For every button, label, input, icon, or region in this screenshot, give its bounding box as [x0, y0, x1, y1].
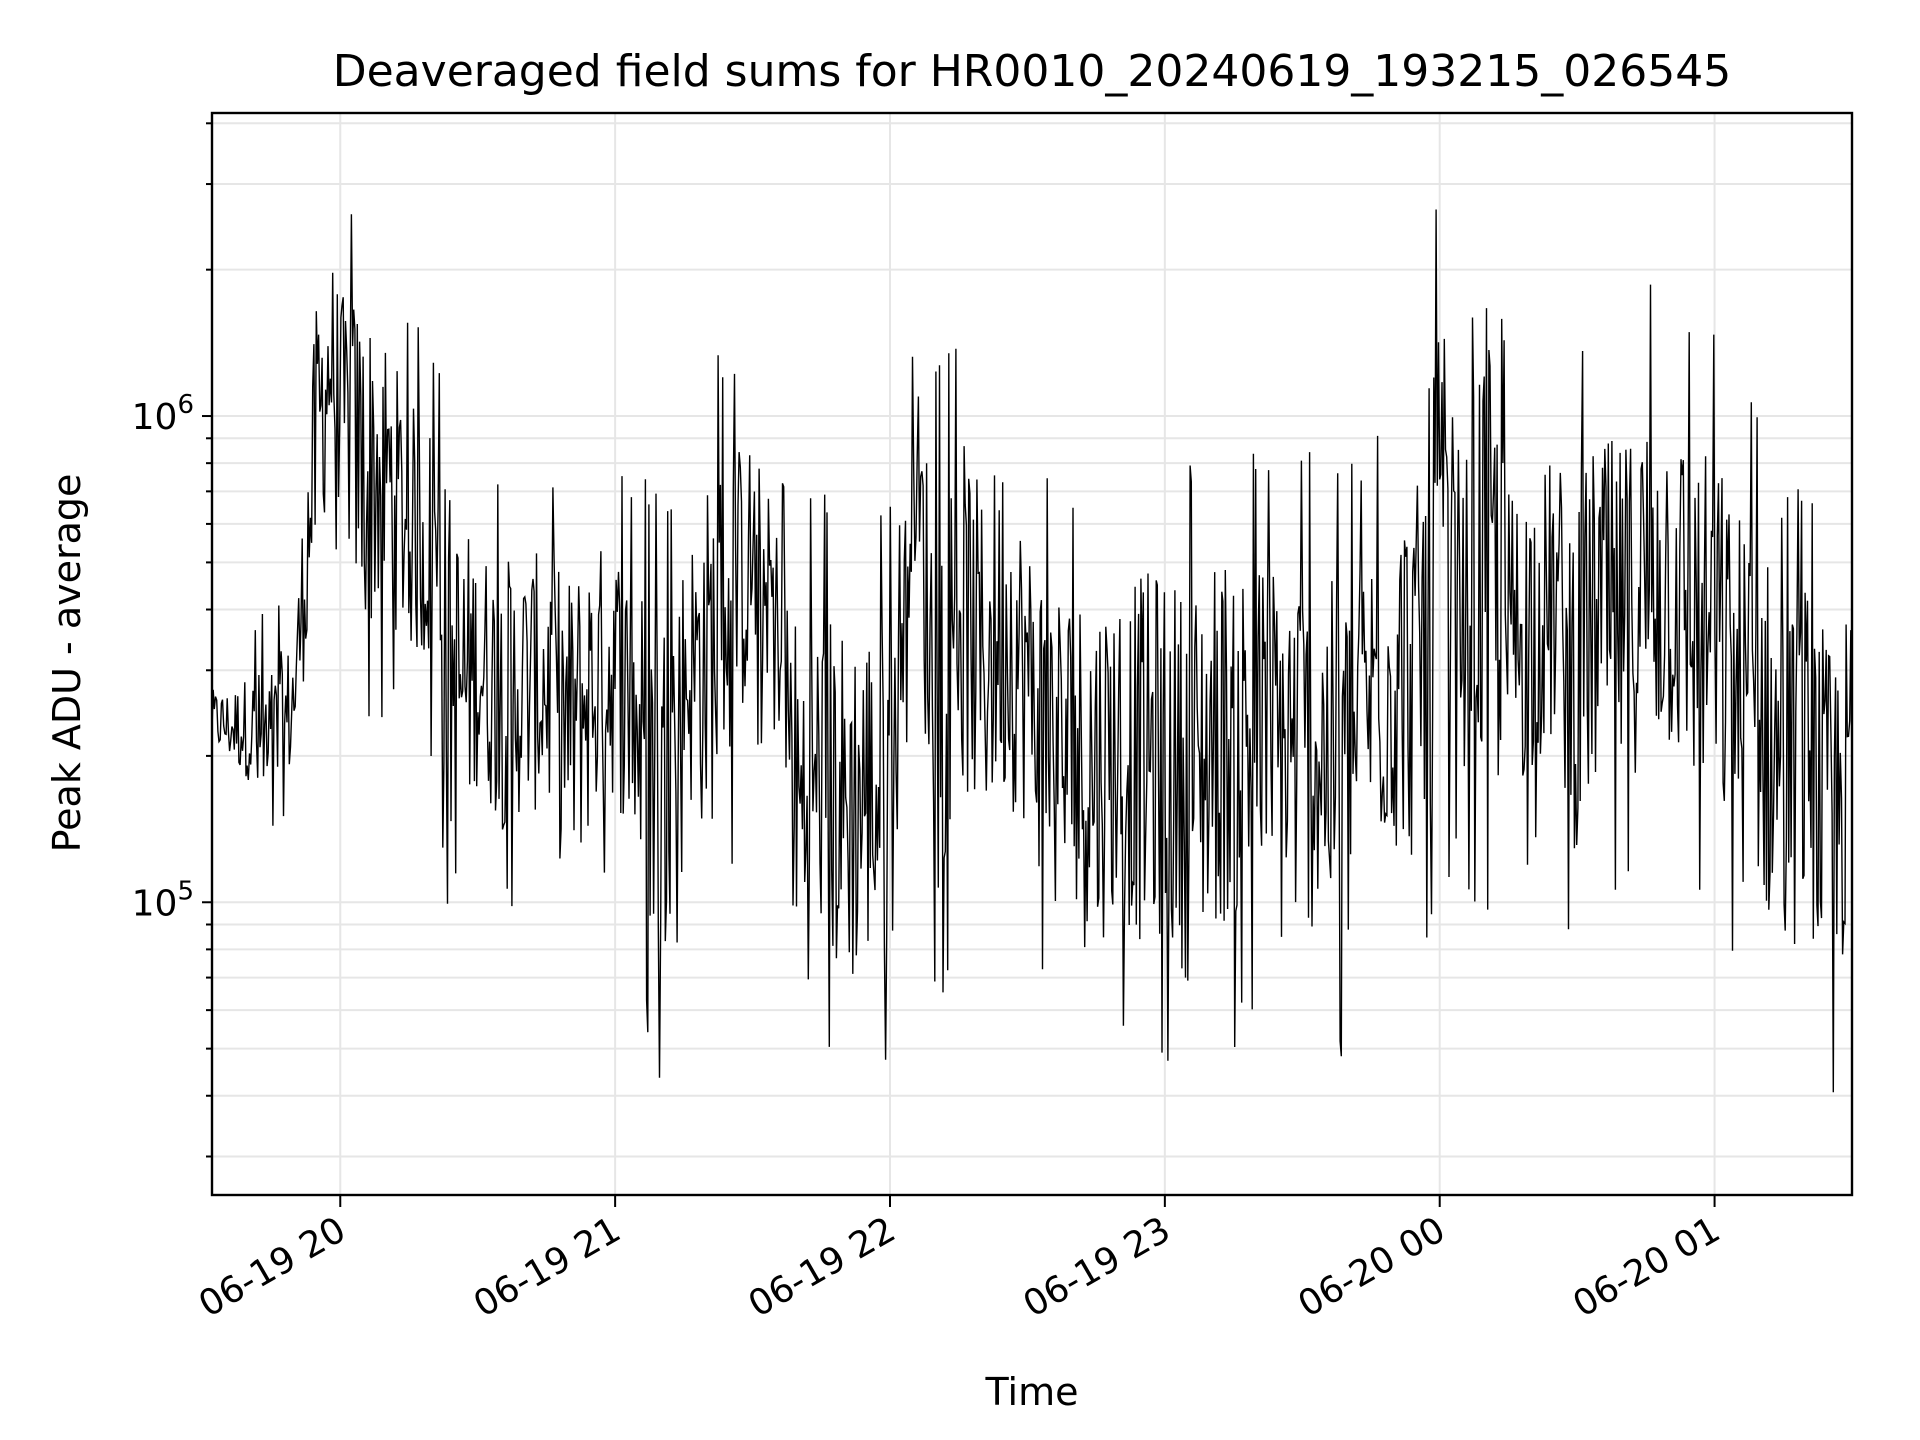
y-tick-label: 106: [132, 390, 194, 438]
y-tick-exponent: 5: [177, 876, 194, 906]
y-axis-label: Peak ADU - average: [45, 474, 89, 853]
y-tick-base: 10: [132, 397, 178, 438]
plot-frame: [210, 111, 1854, 1197]
y-tick-base: 10: [132, 883, 178, 924]
y-tick-label: 105: [132, 876, 194, 924]
data-series-line: [211, 209, 1853, 1093]
chart-title: Deaveraged field sums for HR0010_2024061…: [333, 46, 1732, 97]
x-axis-label: Time: [985, 1370, 1079, 1414]
y-tick-exponent: 6: [177, 390, 194, 420]
